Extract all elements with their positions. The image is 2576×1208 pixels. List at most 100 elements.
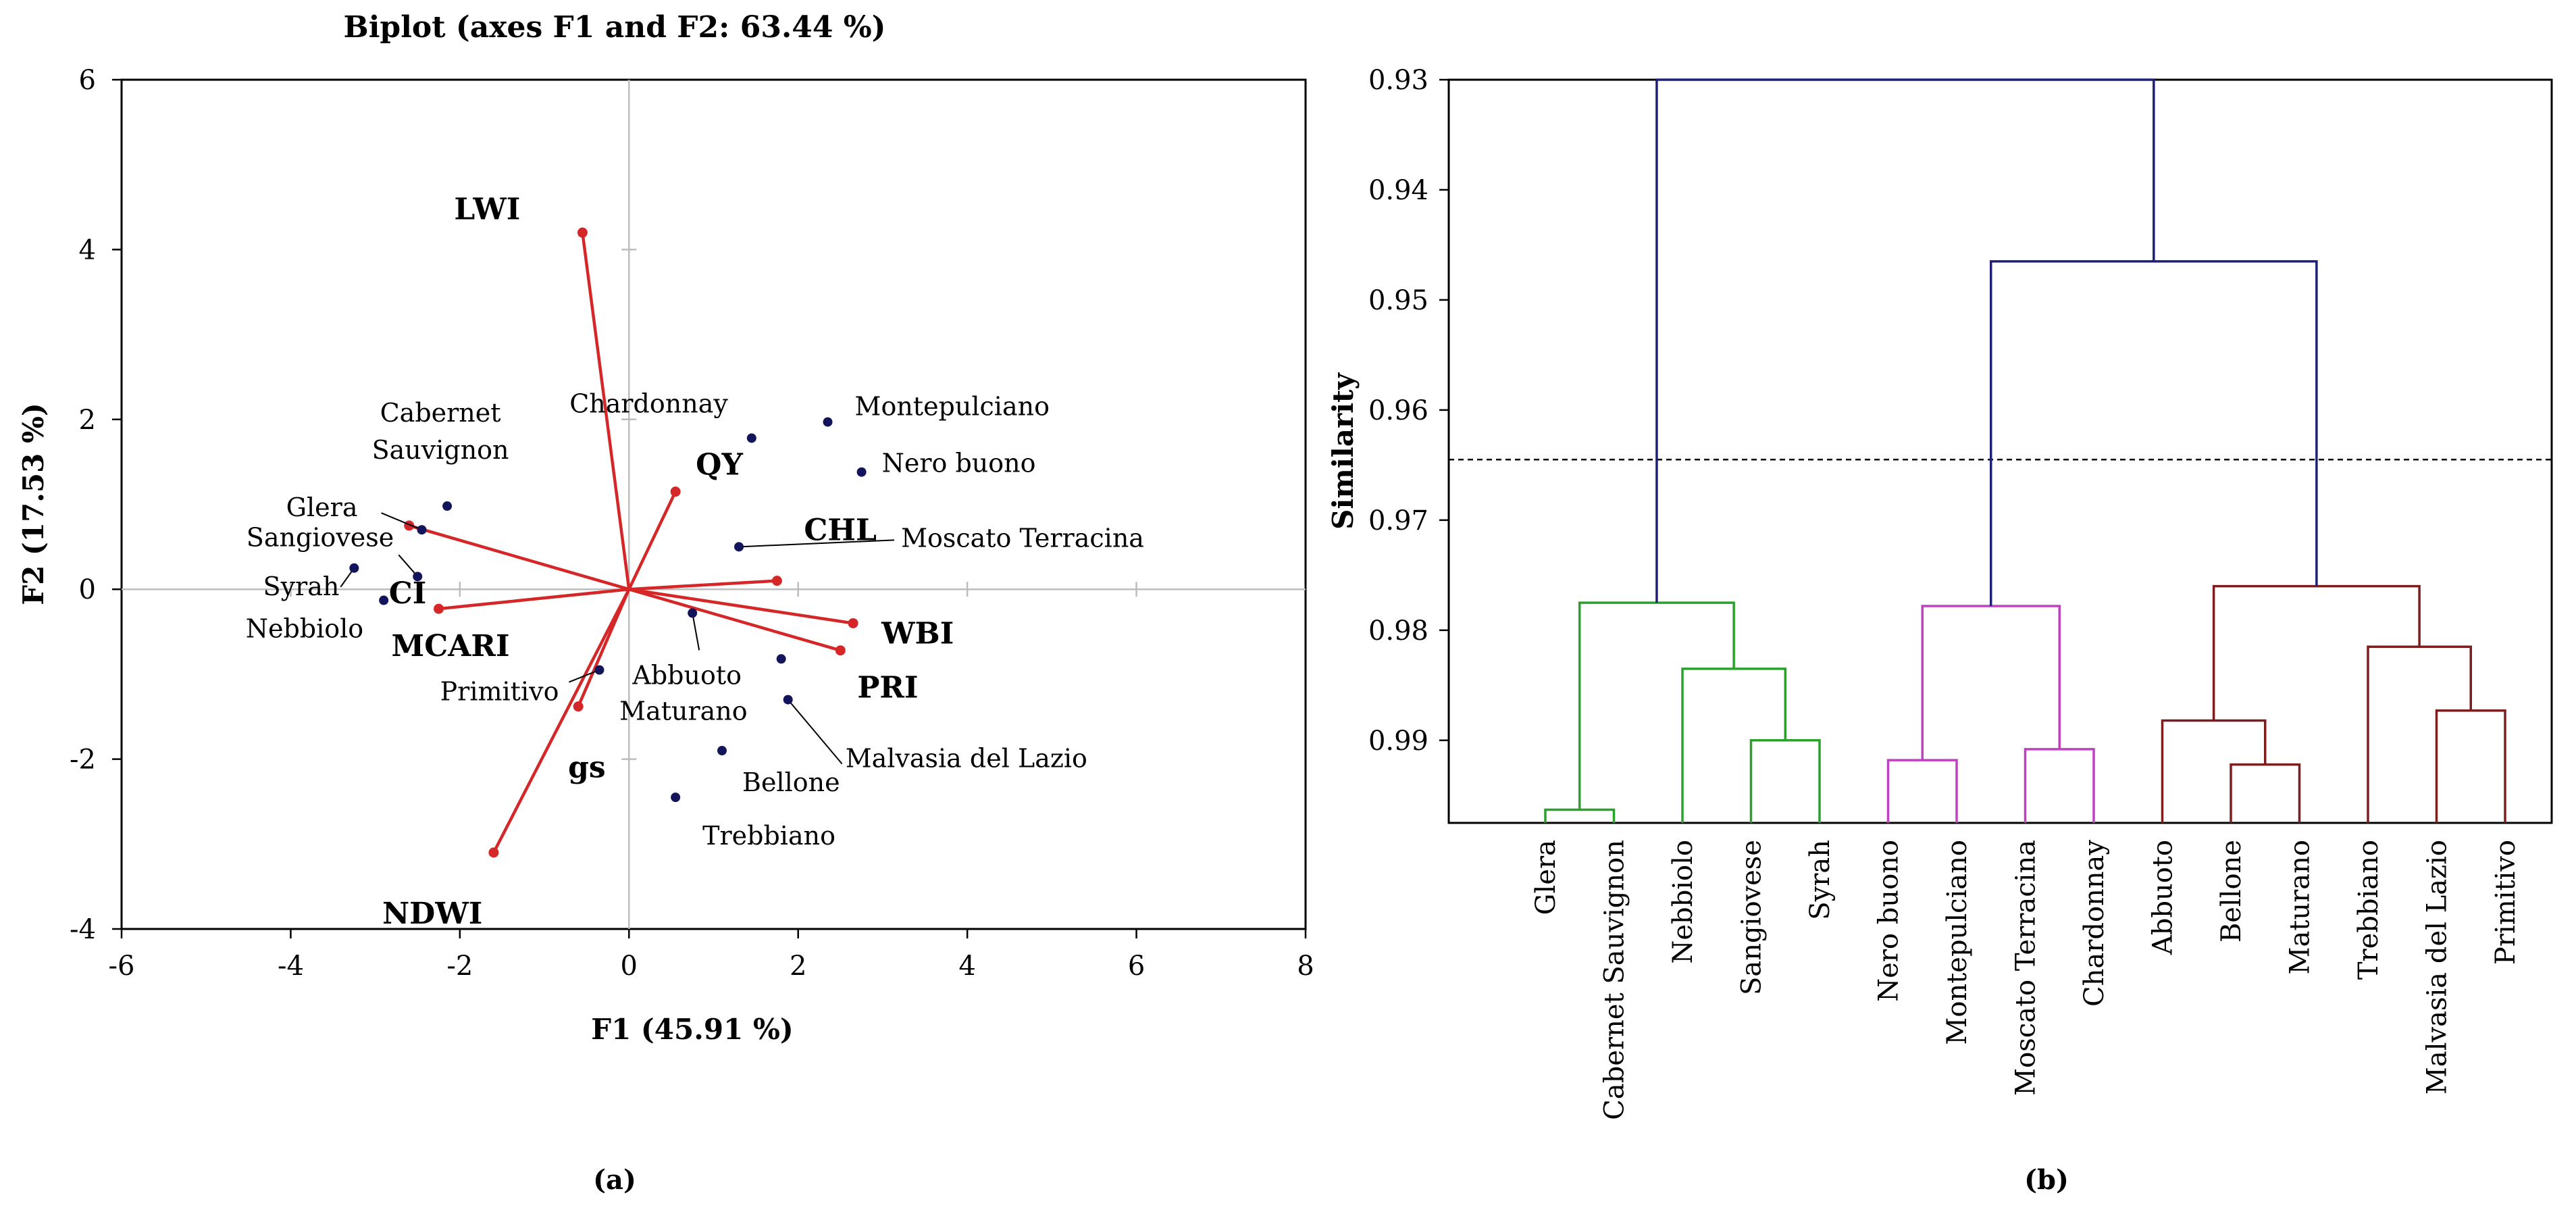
leaf-label-trebbiano: Trebbiano bbox=[2353, 840, 2384, 980]
biplot-y-tick-label: 4 bbox=[79, 234, 96, 266]
biplot-x-tick-label: 2 bbox=[790, 951, 806, 982]
dendrogram-link-m14 bbox=[1655, 78, 2155, 603]
observation-point-sangiovese bbox=[413, 572, 423, 582]
variable-label-chl: CHL bbox=[804, 513, 877, 548]
biplot-y-tick-label: 2 bbox=[79, 405, 96, 436]
leaf-label-moscato-terracina: Moscato Terracina bbox=[2011, 840, 2042, 1096]
leaf-label-primitivo: Primitivo bbox=[2490, 840, 2521, 965]
observation-label-malvasia-del-lazio: Malvasia del Lazio bbox=[846, 744, 1087, 774]
observation-label-maturano: Maturano bbox=[619, 696, 747, 726]
panel-label-b: (b) bbox=[2024, 1164, 2069, 1196]
variable-vector-qy bbox=[627, 490, 677, 590]
variable-vector-lwi bbox=[581, 232, 631, 590]
variable-vector-tip-qy bbox=[670, 486, 681, 497]
leaf-label-glera: Glera bbox=[1530, 840, 1562, 915]
biplot-y-tick-label: 6 bbox=[79, 65, 96, 96]
biplot-title: Biplot (axes F1 and F2: 63.44 %) bbox=[344, 10, 886, 45]
variable-vector-tip-ndwi bbox=[488, 847, 499, 858]
variable-vector-mcari bbox=[438, 587, 629, 611]
biplot-x-tick-label: -2 bbox=[446, 951, 473, 982]
variable-label-wbi: WBI bbox=[881, 616, 954, 651]
dendrogram-y-tick-label: 0.94 bbox=[1368, 175, 1428, 206]
variable-vector-tip-lwi bbox=[577, 227, 588, 238]
dendrogram-link-m7 bbox=[1921, 605, 2061, 761]
variable-label-gs: gs bbox=[568, 751, 606, 785]
observation-leader-malvasia-del-lazio bbox=[787, 699, 843, 765]
variable-label-ndwi: NDWI bbox=[382, 897, 482, 931]
variable-vector-pri bbox=[628, 588, 841, 652]
observation-label-glera: Glera bbox=[286, 493, 358, 522]
dendrogram-link-m12 bbox=[2212, 584, 2421, 721]
leaf-label-malvasia-del-lazio: Malvasia del Lazio bbox=[2422, 840, 2453, 1094]
dendrogram-link-m5 bbox=[1886, 759, 1958, 823]
observation-label-cabernet-sauvignon: Cabernet Sauvignon bbox=[372, 398, 509, 465]
dendrogram-link-m6 bbox=[2024, 748, 2095, 823]
biplot-x-tick-label: 0 bbox=[621, 951, 638, 982]
dendrogram-link-m9 bbox=[2161, 719, 2267, 823]
observation-leader-glera bbox=[381, 512, 422, 531]
observation-label-chardonnay: Chardonnay bbox=[569, 388, 728, 418]
dendrogram-link-m2 bbox=[1749, 739, 1821, 823]
dendrogram-link-m13 bbox=[1990, 260, 2318, 606]
biplot-y-tick-label: -4 bbox=[70, 914, 96, 945]
biplot-x-tick-label: 4 bbox=[958, 951, 975, 982]
leaf-label-cabernet-sauvignon: Cabernet Sauvignon bbox=[1599, 840, 1630, 1120]
observation-point-montepulciano bbox=[823, 417, 833, 427]
biplot-x-tick-label: 6 bbox=[1128, 951, 1145, 982]
observation-point-primitivo bbox=[594, 665, 604, 675]
leaf-label-syrah: Syrah bbox=[1805, 840, 1836, 920]
dendrogram-y-tick-label: 0.95 bbox=[1368, 285, 1428, 316]
biplot-y-tick-label: -2 bbox=[70, 745, 96, 776]
observation-point-cabernet-sauvignon bbox=[442, 501, 453, 511]
dendrogram-link-m1 bbox=[1544, 808, 1616, 823]
observation-label-montepulciano: Montepulciano bbox=[855, 392, 1050, 422]
variable-vector-ci bbox=[409, 524, 629, 591]
dendrogram-link-m3 bbox=[1681, 668, 1786, 823]
dendrogram-y-axis-title: Similarity bbox=[1326, 372, 1360, 530]
observation-point-nebbiolo bbox=[379, 595, 389, 605]
leaf-label-sangiovese: Sangiovese bbox=[1736, 840, 1768, 995]
dendrogram-y-tick-label: 0.93 bbox=[1368, 65, 1428, 96]
leaf-label-nebbiolo: Nebbiolo bbox=[1668, 840, 1699, 964]
variable-vector-tip-mcari bbox=[434, 603, 444, 614]
leaf-label-chardonnay: Chardonnay bbox=[2079, 840, 2110, 1007]
dendrogram-y-tick-label: 0.96 bbox=[1368, 395, 1428, 426]
observation-point-bellone bbox=[717, 746, 727, 756]
biplot-x-tick-label: -4 bbox=[278, 951, 304, 982]
biplot-x-tick-label: -6 bbox=[109, 951, 135, 982]
variable-vector-chl bbox=[629, 579, 777, 591]
observation-point-trebbiano bbox=[671, 792, 681, 803]
observation-point-syrah bbox=[349, 563, 359, 573]
observation-leader-abbuoto bbox=[692, 613, 700, 651]
leaf-label-abbuoto: Abbuoto bbox=[2148, 840, 2179, 955]
variable-vector-ndwi bbox=[492, 588, 631, 853]
observation-label-trebbiano: Trebbiano bbox=[702, 821, 835, 851]
observation-label-sangiovese: Sangiovese bbox=[247, 522, 394, 552]
leaf-label-maturano: Maturano bbox=[2285, 840, 2316, 974]
variable-vector-tip-gs bbox=[573, 701, 584, 712]
dendrogram-link-m10 bbox=[2435, 709, 2506, 823]
observation-leader-primitivo bbox=[569, 669, 600, 683]
observation-label-moscato-terracina: Moscato Terracina bbox=[901, 523, 1144, 553]
variable-vector-tip-pri bbox=[835, 645, 846, 656]
leaf-label-nero-buono: Nero buono bbox=[1874, 840, 1905, 1002]
leaf-label-montepulciano: Montepulciano bbox=[1942, 840, 1973, 1045]
observation-leader-sangiovese bbox=[398, 554, 419, 578]
observation-label-nebbiolo: Nebbiolo bbox=[246, 614, 363, 644]
dendrogram-link-m11 bbox=[2367, 645, 2472, 823]
biplot-y-axis-title: F2 (17.53 %) bbox=[17, 403, 50, 605]
biplot-panel: Biplot (axes F1 and F2: 63.44 %) -6 -4 -2 0… bbox=[17, 10, 1314, 1196]
observation-point-chardonnay bbox=[746, 433, 756, 443]
variable-vector-wbi bbox=[628, 587, 854, 625]
variable-label-mcari: MCARI bbox=[392, 629, 510, 663]
dendrogram-link-m4 bbox=[1578, 601, 1735, 810]
observation-label-nero-buono: Nero buono bbox=[882, 449, 1036, 478]
variable-label-pri: PRI bbox=[857, 671, 918, 705]
dendrogram-y-tick-label: 0.97 bbox=[1368, 505, 1428, 536]
observation-point-glera bbox=[417, 525, 427, 535]
dendrogram-plot-frame bbox=[1447, 78, 2553, 824]
observation-label-primitivo: Primitivo bbox=[440, 677, 559, 707]
variable-label-ci: CI bbox=[389, 576, 427, 611]
dendrogram-y-tick-label: 0.99 bbox=[1368, 726, 1428, 757]
